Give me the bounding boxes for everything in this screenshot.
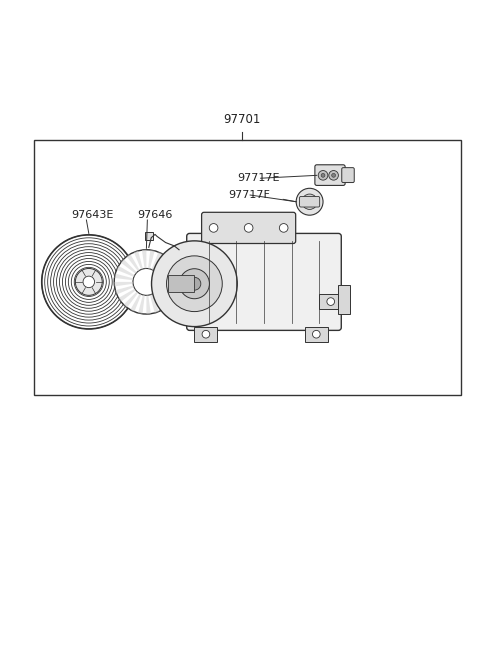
Wedge shape <box>119 289 136 302</box>
Circle shape <box>244 223 253 233</box>
Circle shape <box>321 174 325 178</box>
Bar <box>145 233 153 240</box>
Wedge shape <box>156 290 172 305</box>
Text: 97646: 97646 <box>137 210 172 219</box>
Bar <box>194 327 217 342</box>
Wedge shape <box>115 286 134 295</box>
Wedge shape <box>150 294 159 313</box>
Text: 97717E: 97717E <box>238 173 280 183</box>
FancyBboxPatch shape <box>187 233 341 330</box>
Wedge shape <box>160 278 179 282</box>
Circle shape <box>279 223 288 233</box>
Circle shape <box>302 194 317 210</box>
Circle shape <box>318 170 328 180</box>
Wedge shape <box>142 250 146 269</box>
Text: 97701: 97701 <box>224 113 261 126</box>
Wedge shape <box>151 252 162 271</box>
Bar <box>34 140 461 395</box>
Circle shape <box>83 276 95 288</box>
Text: 97717F: 97717F <box>228 190 270 200</box>
Circle shape <box>180 269 209 299</box>
Circle shape <box>75 269 102 295</box>
Circle shape <box>188 277 201 290</box>
Circle shape <box>312 330 320 338</box>
Circle shape <box>209 223 218 233</box>
Circle shape <box>329 170 338 180</box>
Wedge shape <box>134 251 143 269</box>
Wedge shape <box>114 274 133 280</box>
Bar <box>319 294 342 309</box>
Circle shape <box>306 198 313 206</box>
Wedge shape <box>130 293 142 312</box>
Wedge shape <box>138 295 145 314</box>
Wedge shape <box>157 262 174 275</box>
Wedge shape <box>148 250 155 269</box>
Bar <box>305 327 328 342</box>
Wedge shape <box>120 259 137 274</box>
FancyBboxPatch shape <box>342 168 354 183</box>
Wedge shape <box>158 287 176 298</box>
Circle shape <box>114 250 179 314</box>
Wedge shape <box>155 256 169 272</box>
Wedge shape <box>117 266 135 277</box>
Wedge shape <box>124 291 138 308</box>
Wedge shape <box>146 295 151 314</box>
Text: 97643E: 97643E <box>71 210 113 219</box>
Circle shape <box>167 256 222 312</box>
Circle shape <box>202 330 210 338</box>
Wedge shape <box>127 254 140 271</box>
Circle shape <box>133 269 160 295</box>
Circle shape <box>296 188 323 215</box>
Wedge shape <box>159 284 179 290</box>
FancyBboxPatch shape <box>202 212 296 244</box>
Wedge shape <box>159 269 178 278</box>
FancyBboxPatch shape <box>315 165 345 185</box>
Bar <box>338 285 350 314</box>
Bar <box>168 275 194 292</box>
Wedge shape <box>153 293 166 310</box>
Wedge shape <box>114 282 133 286</box>
Circle shape <box>152 241 237 327</box>
FancyBboxPatch shape <box>300 196 320 207</box>
Circle shape <box>332 174 336 178</box>
Circle shape <box>327 298 335 305</box>
